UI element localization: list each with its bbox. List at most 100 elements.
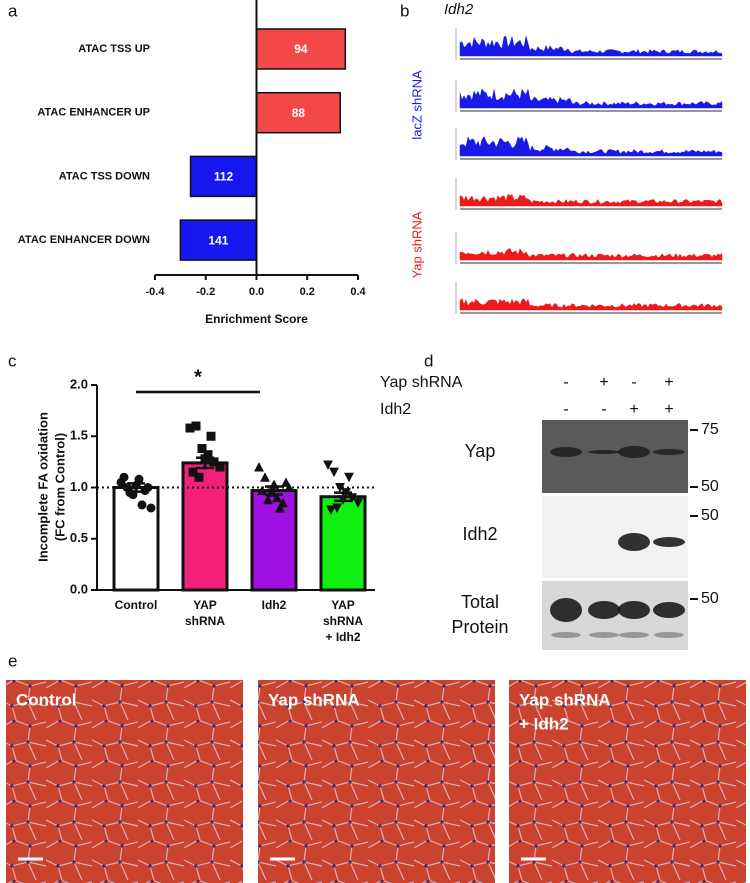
track-signal <box>459 36 723 57</box>
histology-image <box>509 680 746 883</box>
data-point <box>263 494 273 505</box>
blot-sign: + <box>664 374 673 391</box>
data-point <box>191 421 201 431</box>
data-point <box>260 472 270 482</box>
x-tick-label: -0.2 <box>196 286 215 298</box>
bar <box>255 91 341 134</box>
data-point <box>188 467 198 477</box>
blot-sign: + <box>664 401 673 418</box>
bar-annotation: 141 <box>208 233 228 247</box>
histology-image <box>258 680 495 883</box>
bar-annotation: 88 <box>292 106 306 120</box>
group-label: lacZ shRNA <box>409 70 424 140</box>
blot-sign: - <box>563 401 568 418</box>
blot-band <box>618 446 650 458</box>
data-point <box>281 477 291 487</box>
y-tick-label: 1.0 <box>70 479 88 494</box>
data-point <box>215 462 225 472</box>
bar <box>112 486 160 592</box>
track-signal <box>459 298 723 311</box>
x-tick-label: YAP <box>193 598 217 612</box>
category-label: ATAC TSS DOWN <box>59 170 150 182</box>
blot-sign: + <box>599 374 608 391</box>
blot-band <box>588 601 620 619</box>
x-tick-label: Idh2 <box>262 598 287 612</box>
blot-band <box>550 447 582 457</box>
data-point <box>275 503 285 513</box>
track-signal <box>459 248 723 261</box>
data-point <box>206 431 216 441</box>
group-label: Yap shRNA <box>409 211 424 278</box>
blot-band <box>589 632 619 638</box>
histology-label: Yap shRNA <box>519 690 611 709</box>
blot-row-header: Idh2 <box>380 401 411 418</box>
blot-band <box>653 602 685 618</box>
track-signal <box>459 135 723 157</box>
data-point <box>353 498 363 508</box>
size-marker-label: 75 <box>701 421 719 438</box>
x-tick-label: shRNA <box>323 614 363 628</box>
bar <box>189 155 258 198</box>
x-tick-label: 0.2 <box>300 286 315 298</box>
x-tick-label: 0.4 <box>350 286 366 298</box>
category-label: ATAC TSS UP <box>78 43 150 55</box>
blot-band <box>654 632 684 638</box>
blot-sign: - <box>563 374 568 391</box>
panel-label: c <box>8 351 17 370</box>
y-axis-label: (FC from Control) <box>52 433 67 541</box>
bar-annotation: 94 <box>294 42 308 56</box>
track-signal <box>459 88 723 109</box>
blot-label: Idh2 <box>462 524 497 544</box>
data-point <box>335 483 345 493</box>
blot-sign: + <box>629 401 638 418</box>
data-point <box>329 467 339 478</box>
data-point <box>344 472 354 483</box>
blot-row-header: Yap shRNA <box>380 374 463 391</box>
histology-label: Yap shRNA <box>268 690 360 709</box>
error-bar <box>252 485 296 496</box>
bar-annotation: 112 <box>214 170 234 184</box>
blot-band <box>653 537 685 547</box>
blot-band <box>618 533 650 551</box>
error-bar <box>183 456 227 470</box>
size-marker-label: 50 <box>701 478 719 495</box>
data-point <box>194 472 204 482</box>
y-axis-label: Incomplete FA oxidation <box>35 412 50 562</box>
data-point <box>146 503 156 513</box>
blot-band <box>618 601 650 619</box>
bar <box>250 489 298 592</box>
x-axis-label: Enrichment Score <box>205 312 308 326</box>
error-bar <box>321 491 365 503</box>
panel-label: a <box>8 1 18 20</box>
blot-band <box>588 450 620 454</box>
x-tick-label: -0.4 <box>146 286 166 298</box>
data-point <box>323 460 333 470</box>
size-marker-label: 50 <box>701 590 719 607</box>
panel-label: b <box>400 1 409 20</box>
track-signal <box>459 193 723 207</box>
blot-label: Total <box>461 592 499 612</box>
histology-label: + Idh2 <box>519 714 569 733</box>
blot-band <box>551 632 581 638</box>
blot-band <box>550 598 582 622</box>
x-tick-label: + Idh2 <box>325 630 360 644</box>
data-point <box>332 503 342 513</box>
data-point <box>326 505 336 515</box>
histology-label: Control <box>16 690 76 709</box>
y-tick-label: 0.5 <box>70 530 88 545</box>
y-tick-label: 2.0 <box>70 376 88 391</box>
blot-sign: - <box>631 374 636 391</box>
x-tick-label: Control <box>115 598 158 612</box>
blot-label: Yap <box>465 441 496 461</box>
size-marker-label: 50 <box>701 507 719 524</box>
data-point <box>137 500 147 510</box>
data-point <box>119 472 129 482</box>
data-point <box>254 462 264 472</box>
bar <box>181 461 229 592</box>
significance-label: * <box>194 366 202 388</box>
x-tick-label: YAP <box>331 598 355 612</box>
y-tick-label: 0.0 <box>70 581 88 596</box>
x-tick-label: shRNA <box>185 614 225 628</box>
y-tick-label: 1.5 <box>70 428 88 443</box>
